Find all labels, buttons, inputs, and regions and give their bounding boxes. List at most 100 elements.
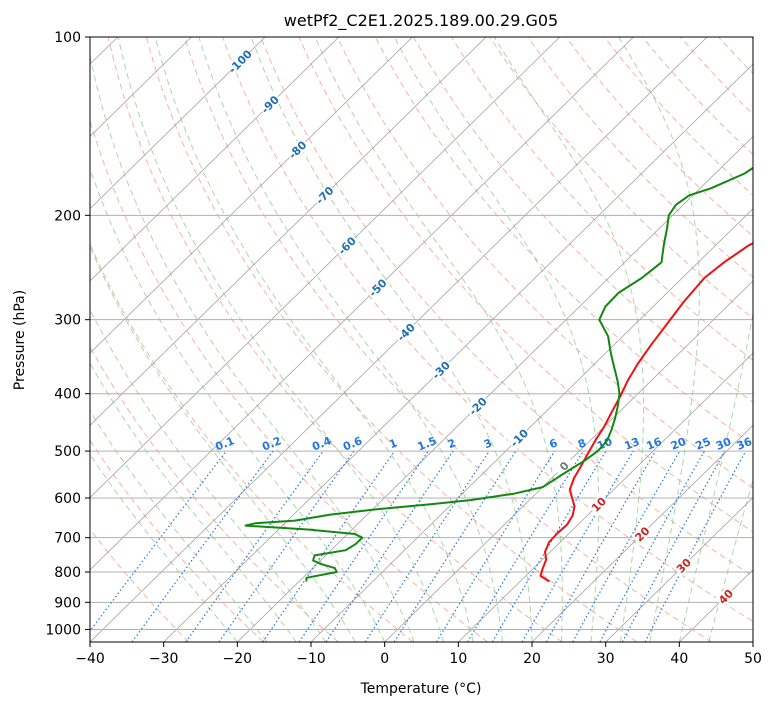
mixing-ratio-line — [466, 450, 584, 642]
isotherm-line — [90, 37, 340, 282]
temperature-line — [539, 241, 753, 583]
moist-adiabats — [90, 37, 753, 642]
moist-adiabat-line — [90, 308, 327, 642]
mixing-ratio-label: 3 — [482, 436, 494, 451]
mixing-ratio-line — [435, 450, 556, 642]
dry-adiabat-line — [336, 37, 753, 489]
mixing-ratio-lines — [90, 450, 747, 642]
x-tick-label: −40 — [75, 651, 105, 667]
isotherm-line — [605, 496, 753, 642]
y-tick-label: 100 — [54, 30, 81, 46]
isotherm-label-bg — [428, 358, 454, 383]
x-tick-label: 50 — [744, 651, 762, 667]
x-tick-label: 20 — [523, 651, 541, 667]
x-tick-label: −30 — [149, 651, 179, 667]
sounding-profiles — [244, 166, 753, 583]
mixing-ratio-label: 25 — [694, 435, 713, 453]
moist-adiabat-line — [493, 37, 645, 642]
dry-adiabat-line — [489, 37, 753, 320]
dry-adiabat-line — [90, 345, 339, 642]
mixing-ratio-line — [298, 450, 429, 642]
dry-adiabat-line — [107, 37, 563, 642]
x-tick-label: −20 — [223, 651, 253, 667]
mixing-ratio-line — [621, 450, 726, 642]
mixing-ratio-line — [218, 450, 355, 642]
isotherm-label-bg — [393, 320, 419, 345]
isotherm-label-bg — [465, 394, 490, 419]
isotherm-label-bg — [257, 92, 282, 117]
moist-adiabat-line — [250, 37, 533, 642]
isotherm-label-bg — [312, 183, 337, 208]
isotherm-line — [458, 352, 753, 642]
isotherm-label-bg — [588, 493, 610, 516]
y-tick-label: 400 — [54, 387, 81, 403]
x-tick-label: −10 — [296, 651, 326, 667]
isotherm-line — [90, 37, 634, 571]
isotherm-label-bg — [715, 585, 737, 608]
mixing-ratio-line — [572, 450, 681, 642]
isotherm-label-bg — [228, 49, 253, 74]
dry-adiabat-line — [260, 37, 753, 577]
isotherm-label-bg — [365, 275, 390, 300]
mixing-ratio-line — [364, 450, 490, 642]
x-tick-label: 40 — [670, 651, 688, 667]
mixing-ratio-label: 30 — [714, 435, 733, 453]
moist-adiabat-line — [90, 53, 415, 642]
mixing-ratio-label: 2 — [446, 436, 458, 451]
isotherm-line — [90, 37, 266, 210]
dry-adiabat-line — [412, 37, 753, 403]
isotherm-line — [237, 135, 753, 642]
dry-adiabat-line — [222, 37, 753, 623]
isotherm-label-bg — [285, 137, 310, 162]
isotherm-label-bg — [553, 455, 575, 477]
mixing-ratio-line — [185, 450, 324, 642]
moist-adiabat-line — [90, 245, 356, 642]
mixing-ratio-label: 36 — [735, 435, 754, 453]
y-tick-label: 1000 — [45, 622, 81, 638]
isotherms — [90, 37, 753, 642]
isotherm-line — [90, 37, 561, 499]
moist-adiabat-line — [90, 409, 268, 642]
mixing-ratio-line — [262, 450, 395, 642]
y-axis-title: Pressure (hPa) — [12, 290, 28, 390]
dry-adiabat-line — [451, 37, 753, 361]
mixing-ratio-label: 8 — [576, 436, 588, 451]
dewpoint-line — [244, 166, 753, 582]
x-tick-label: 10 — [449, 651, 467, 667]
moist-adiabat-line — [90, 362, 297, 642]
dry-adiabat-line — [90, 439, 264, 642]
mixing-ratio-line — [131, 450, 274, 642]
y-tick-label: 600 — [54, 491, 81, 507]
chart-title: wetPf2_C2E1.2025.189.00.29.G05 — [284, 11, 558, 31]
x-axis-ticks: −40 −30 −20 −10 0 10 20 30 40 50 — [75, 642, 762, 667]
moist-adiabat-line — [314, 37, 563, 642]
isotherm-label-bg — [334, 233, 359, 258]
isotherm-line — [310, 208, 753, 642]
moist-adiabat-line — [154, 37, 474, 642]
isotherm-label-bg — [507, 425, 532, 450]
x-axis-title: Temperature (°C) — [360, 681, 482, 697]
mixing-ratio-line — [90, 450, 227, 633]
mixing-ratio-label: 16 — [645, 435, 664, 453]
mixing-ratio-label: 1 — [387, 436, 399, 451]
dry-adiabat-line — [90, 119, 488, 642]
isotherm-line — [90, 37, 413, 354]
y-tick-label: 800 — [54, 565, 81, 581]
mixing-ratio-label: 13 — [622, 435, 641, 453]
dry-adiabat-line — [183, 37, 712, 642]
y-tick-label: 500 — [54, 444, 81, 460]
mixing-ratio-line — [599, 450, 705, 642]
y-axis-ticks: 100 200 300 400 500 600 700 800 900 1000 — [45, 30, 90, 638]
isotherm-label-bg — [631, 523, 653, 545]
moist-adiabat-line — [117, 37, 445, 642]
x-tick-label: 0 — [380, 651, 389, 667]
moist-adiabat-line — [618, 37, 700, 642]
dry-adiabat-line — [90, 242, 414, 642]
moist-adiabat-line — [90, 453, 238, 642]
y-tick-label: 300 — [54, 313, 81, 329]
moist-adiabat-line — [394, 37, 600, 642]
y-tick-label: 200 — [54, 208, 81, 224]
isotherm-line — [531, 424, 753, 642]
moist-adiabat-line — [198, 37, 503, 642]
